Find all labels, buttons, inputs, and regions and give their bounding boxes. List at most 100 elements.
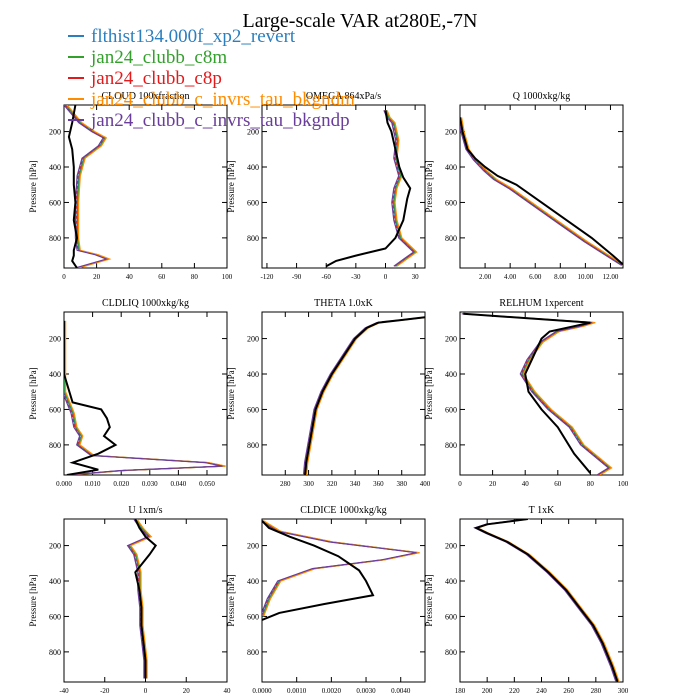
panel-title: THETA 1.0xK <box>314 298 373 309</box>
panel-3: CLDLIQ 1000xkg/kg Pressure [hPa] 200 400 600… <box>28 298 228 488</box>
panel-8: T 1xK Pressure [hPa] 200 400 600 800 180 200 220… <box>424 505 629 695</box>
x-tick-label: 180 <box>455 687 466 695</box>
panel-7: CLDICE 1000xkg/kg Pressure [hPa] 200 400 600… <box>226 505 426 695</box>
y-tick-label: 600 <box>49 405 61 414</box>
series-line-jan24_clubb_c_invrs_tau_bkgndm <box>461 117 623 265</box>
y-tick-label: 600 <box>49 612 61 621</box>
x-tick-label: 260 <box>563 687 574 695</box>
panel-2: Q 1000xkg/kg Pressure [hPa] 200 400 600 800 2.… <box>424 91 624 281</box>
series-line-jan24_clubb_c_invrs_tau_bkgndp <box>262 521 417 614</box>
series-lines <box>461 312 613 475</box>
x-tick-label: 80 <box>191 273 199 281</box>
x-tick-label: 0.0020 <box>322 687 342 695</box>
series-line-flthist134.000f_xp2_revert <box>304 316 425 475</box>
x-tick-label: -20 <box>100 687 110 695</box>
reference-line <box>325 110 412 268</box>
panel-4: THETA 1.0xK Pressure [hPa] 200 400 600 800 280… <box>226 298 431 488</box>
series-line-jan24_clubb_c_invrs_tau_bkgndm <box>464 313 613 475</box>
panel-title: T 1xK <box>529 505 555 516</box>
reference-line <box>67 105 79 268</box>
reference-line <box>463 312 592 474</box>
series-lines <box>302 316 425 475</box>
series-line-jan24_clubb_c_invrs_tau_bkgndm <box>64 320 226 475</box>
series-lines <box>64 105 112 268</box>
reference-line <box>262 520 375 621</box>
panel-title: CLOUD 100xfraction <box>101 91 189 102</box>
x-tick-label: 2.00 <box>479 273 492 281</box>
x-tick-label: 20 <box>93 273 101 281</box>
y-tick-label: 200 <box>49 542 61 551</box>
x-tick-label: 380 <box>396 480 407 488</box>
y-tick-label: 200 <box>247 542 259 551</box>
panel-frame <box>261 518 426 683</box>
y-tick-label: 400 <box>445 163 457 172</box>
x-tick-label: 80 <box>587 480 595 488</box>
x-tick-label: 0 <box>458 480 462 488</box>
x-tick-label: 100 <box>222 273 233 281</box>
y-tick-label: 200 <box>49 335 61 344</box>
y-tick-label: 800 <box>247 441 259 450</box>
y-tick-label: 600 <box>247 405 259 414</box>
y-tick-label: 800 <box>247 648 259 657</box>
series-line-jan24_clubb_c_invrs_tau_bkgndm <box>66 105 112 268</box>
x-tick-label: 20 <box>183 687 191 695</box>
y-tick-label: 400 <box>247 577 259 586</box>
series-line-jan24_clubb_c8p <box>384 110 416 267</box>
series-line-jan24_clubb_c_invrs_tau_bkgndp <box>64 105 109 268</box>
y-tick-label: 200 <box>445 335 457 344</box>
series-line-jan24_clubb_c8p <box>64 392 224 475</box>
x-tick-label: 280 <box>591 687 602 695</box>
y-tick-label: 600 <box>445 405 457 414</box>
series-lines <box>126 519 158 679</box>
series-lines <box>460 117 623 266</box>
y-tick-label: 400 <box>49 577 61 586</box>
series-line-jan24_clubb_c_invrs_tau_bkgndm <box>386 110 418 267</box>
x-tick-label: 0.040 <box>171 480 187 488</box>
x-tick-label: 100 <box>618 480 629 488</box>
reference-line <box>134 519 158 679</box>
x-tick-label: 240 <box>536 687 547 695</box>
y-tick-label: 600 <box>445 612 457 621</box>
y-tick-label: 400 <box>49 370 61 379</box>
x-tick-label: 300 <box>618 687 629 695</box>
x-tick-label: 60 <box>554 480 562 488</box>
y-axis-label: Pressure [hPa] <box>28 574 38 626</box>
y-tick-label: 200 <box>49 128 61 137</box>
x-tick-label: 340 <box>350 480 361 488</box>
panel-6: U 1xm/s Pressure [hPa] 200 400 600 800 -40 -20 0… <box>28 505 231 695</box>
x-tick-label: 0.030 <box>142 480 158 488</box>
x-tick-label: 12.00 <box>603 273 619 281</box>
x-tick-label: -60 <box>322 273 332 281</box>
x-tick-label: 0.0010 <box>287 687 307 695</box>
x-tick-label: 0.050 <box>199 480 215 488</box>
y-tick-label: 200 <box>445 128 457 137</box>
y-tick-label: 800 <box>445 648 457 657</box>
panel-1: OMEGA 864xPa/s Pressure [hPa] 200 400 600 800… <box>226 91 426 281</box>
y-axis-label: Pressure [hPa] <box>28 367 38 419</box>
x-tick-label: 400 <box>420 480 431 488</box>
y-tick-label: 400 <box>445 577 457 586</box>
x-tick-label: 220 <box>509 687 520 695</box>
y-tick-label: 800 <box>49 648 61 657</box>
series-line-jan24_clubb_c_invrs_tau_bkgndp <box>383 110 415 267</box>
y-axis-label: Pressure [hPa] <box>424 367 434 419</box>
x-tick-label: 20 <box>489 480 497 488</box>
y-tick-label: 600 <box>49 198 61 207</box>
reference-line <box>460 117 623 266</box>
y-tick-label: 600 <box>247 198 259 207</box>
y-tick-label: 600 <box>247 612 259 621</box>
x-tick-label: 0.0030 <box>356 687 376 695</box>
x-tick-label: 0.0000 <box>252 687 272 695</box>
y-axis-label: Pressure [hPa] <box>424 574 434 626</box>
legend-entry: jan24_clubb_c_invrs_tau_bkgndm <box>90 89 355 110</box>
x-tick-label: -30 <box>351 273 361 281</box>
y-tick-label: 600 <box>445 198 457 207</box>
x-tick-label: 360 <box>373 480 384 488</box>
series-line-jan24_clubb_c8m <box>305 316 425 475</box>
series-line-jan24_clubb_c_invrs_tau_bkgndm <box>129 519 153 679</box>
y-axis-label: Pressure [hPa] <box>28 160 38 212</box>
